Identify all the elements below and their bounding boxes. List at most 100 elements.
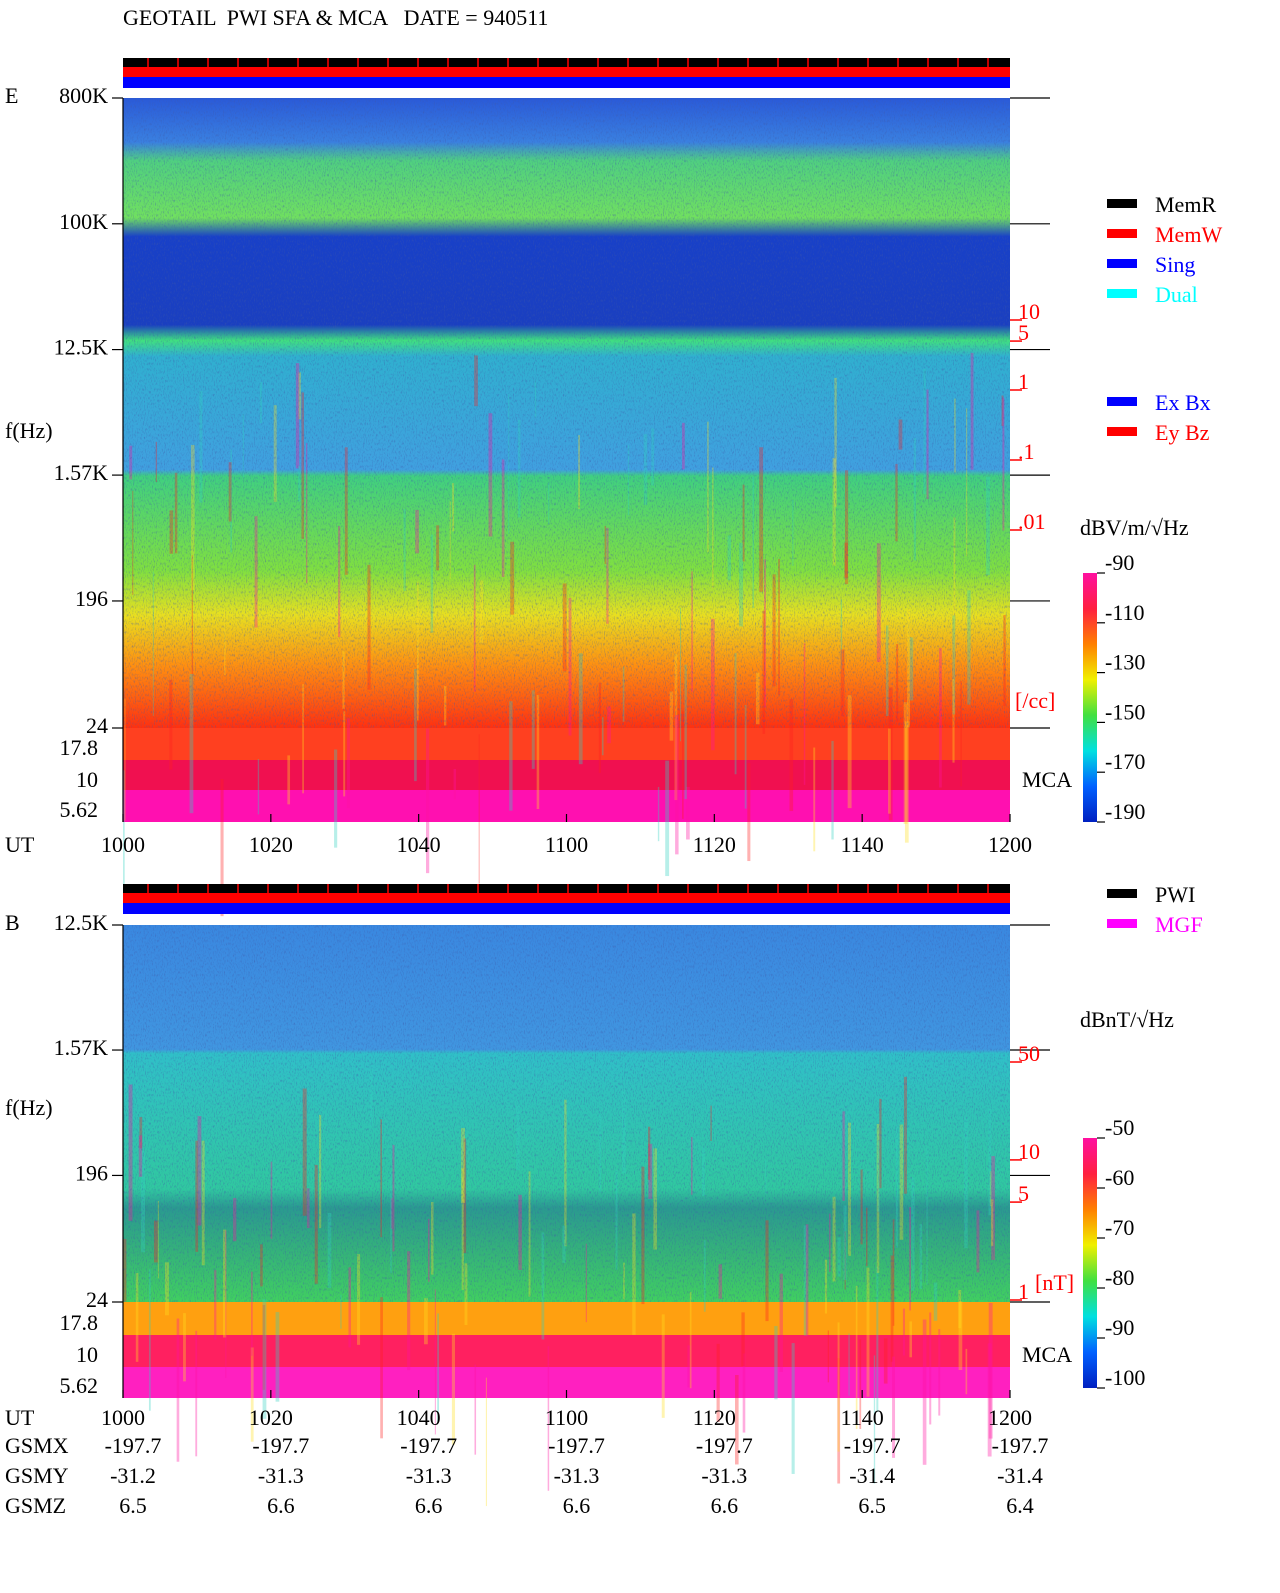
orbit-value: 6.6 [267,1493,295,1518]
streak [888,687,893,821]
x-axis-label: UT [5,1405,35,1430]
status-bar [123,77,1010,88]
orbit-value: -31.3 [554,1463,600,1488]
colorbar [1083,573,1097,822]
legend-swatch [1107,889,1137,898]
y2-tick-label: 10 [1018,1139,1040,1164]
streak [987,1343,992,1457]
y2-tick-label: 1 [1018,369,1029,394]
y2-tick-label: 10 [1018,299,1040,324]
streak [938,1329,941,1416]
y2-tick-label: 50 [1018,1041,1040,1066]
y2-tick-label: 1 [1018,1279,1029,1304]
streak [892,1356,896,1458]
streak [214,1270,217,1340]
streak [434,1289,436,1435]
streak [124,698,126,821]
streak [453,768,457,800]
streak [148,1269,151,1411]
orbit-value: -197.7 [105,1433,162,1458]
streak [250,1347,254,1442]
y-tick-label: 12.5K [54,335,109,360]
streak [346,718,350,809]
orbit-value: 6.6 [711,1493,739,1518]
colorbar-tick-label: -50 [1105,1115,1134,1140]
orbit-value: 6.6 [563,1493,591,1518]
streak [890,1255,894,1362]
colorbar-tick-label: -190 [1105,799,1145,824]
mca-channel-label: 17.8 [60,1310,99,1335]
streak [988,1302,993,1439]
noise [123,98,1010,728]
streak [789,698,794,812]
streak [888,728,891,814]
legend-swatch [1107,397,1137,406]
orbit-value: -197.7 [696,1433,753,1458]
x-tick-label: 1100 [545,1405,588,1430]
streak [509,701,513,811]
streak [287,755,291,805]
streak [536,694,540,810]
colorbar-tick-label: -110 [1105,600,1145,625]
x-tick-label: 1020 [249,1405,293,1430]
legend-label: MGF [1155,912,1203,937]
streak [958,1301,963,1370]
streak [774,1326,778,1400]
mca-band [123,1335,1010,1367]
streak [195,1330,198,1457]
colorbar-tick-label: -100 [1105,1365,1145,1390]
streak [883,1338,888,1384]
streak [340,1294,342,1329]
legend-swatch [1107,289,1137,298]
mca-channel-label: 17.8 [60,735,99,760]
streak [909,1321,912,1358]
legend-label: PWI [1155,882,1195,907]
mca-label: MCA [1022,1342,1072,1367]
streak [424,1298,428,1345]
mca-label: MCA [1022,767,1072,792]
status-bar [123,884,1010,893]
streak [275,1312,280,1402]
streak [741,1312,745,1367]
streak [485,1377,487,1507]
streak [262,1299,267,1419]
streak [474,1364,477,1455]
legend-label: Ex Bx [1155,390,1211,415]
x-tick-label: 1140 [841,832,884,857]
orbit-value: 6.5 [119,1493,147,1518]
orbit-row-label: GSMZ [5,1493,66,1518]
y-tick-label: 1.57K [54,460,109,485]
x-tick-label: 1200 [988,1405,1032,1430]
streak [873,1355,876,1484]
legend-swatch [1107,229,1137,238]
streak [437,1313,440,1422]
streak [426,728,430,874]
status-bar [123,58,1010,67]
colorbar-tick-label: -80 [1105,1265,1134,1290]
x-tick-label: 1000 [101,1405,145,1430]
chart-title: GEOTAIL PWI SFA & MCA DATE = 940511 [123,5,548,30]
orbit-value: -197.7 [252,1433,309,1458]
x-tick-label: 1120 [693,832,736,857]
streak [837,1358,841,1484]
streak [922,1319,927,1465]
streak [451,1333,456,1445]
streak [478,734,480,884]
y-tick-label: 100K [59,209,108,234]
y-tick-label: 196 [75,586,108,611]
streak [744,704,747,809]
streak [837,1322,840,1452]
y-tick-label: 24 [86,713,108,738]
x-tick-label: 1040 [397,1405,441,1430]
y2-axis-label: [nT] [1035,1270,1074,1295]
orbit-value: -31.3 [406,1463,452,1488]
colorbar-label: dBV/m/√Hz [1080,515,1189,540]
orbit-value: 6.4 [1006,1493,1034,1518]
streak [343,711,346,797]
streak [686,786,690,840]
streak [827,1330,830,1383]
orbit-value: -197.7 [992,1433,1049,1458]
mca-band [123,728,1010,760]
orbit-row-label: GSMX [5,1433,69,1458]
